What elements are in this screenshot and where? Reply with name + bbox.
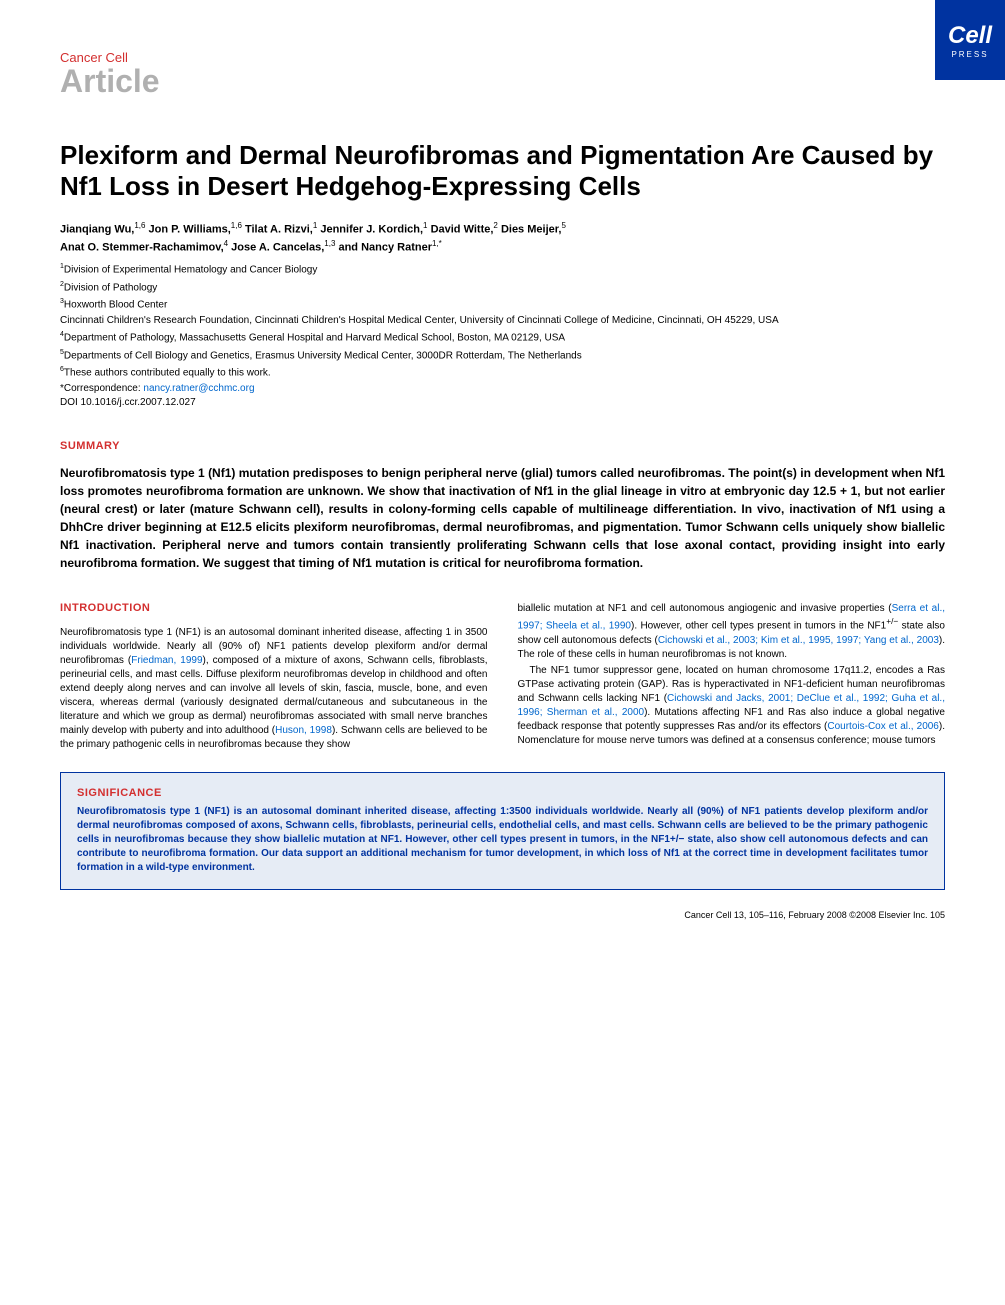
- affiliation-text: Division of Pathology: [64, 282, 157, 293]
- affiliation: 2Division of Pathology: [60, 280, 945, 295]
- article-header: Cancer Cell Article: [60, 50, 945, 100]
- journal-label: Cancer Cell Article: [60, 50, 160, 100]
- author-affil-sup: 2: [493, 221, 497, 230]
- logo-text: Cell: [948, 22, 992, 50]
- summary-text: Neurofibromatosis type 1 (Nf1) mutation …: [60, 464, 945, 572]
- author-affil-sup: 1,3: [324, 239, 335, 248]
- affiliation: 3Hoxworth Blood Center: [60, 297, 945, 312]
- affiliation-text: Division of Experimental Hematology and …: [64, 265, 317, 276]
- correspondence-label: *Correspondence:: [60, 383, 143, 394]
- author: David Witte,: [431, 224, 494, 236]
- author: Jon P. Williams,: [149, 224, 231, 236]
- affiliation: 6These authors contributed equally to th…: [60, 365, 945, 380]
- author: Jianqiang Wu,: [60, 224, 134, 236]
- affiliation: 5Departments of Cell Biology and Genetic…: [60, 348, 945, 363]
- significance-text: Neurofibromatosis type 1 (NF1) is an aut…: [77, 805, 928, 875]
- right-column: biallelic mutation at NF1 and cell auton…: [518, 602, 946, 752]
- citation-link[interactable]: Courtois-Cox et al., 2006: [827, 721, 939, 732]
- publisher-logo: Cell PRESS: [935, 0, 1005, 80]
- superscript: +/−: [886, 616, 898, 626]
- article-title: Plexiform and Dermal Neurofibromas and P…: [60, 140, 945, 202]
- author: Anat O. Stemmer-Rachamimov,: [60, 242, 224, 254]
- author-affil-sup: 1,*: [432, 239, 442, 248]
- correspondence-email[interactable]: nancy.ratner@cchmc.org: [143, 383, 254, 394]
- body-paragraph: biallelic mutation at NF1 and cell auton…: [518, 602, 946, 661]
- summary-heading: SUMMARY: [60, 440, 945, 452]
- affiliation-text: Cincinnati Children's Research Foundatio…: [60, 315, 779, 326]
- affiliation-text: Hoxworth Blood Center: [64, 299, 167, 310]
- body-text-span: ). However, other cell types present in …: [631, 621, 886, 632]
- significance-heading: SIGNIFICANCE: [77, 787, 928, 799]
- affiliation: 4Department of Pathology, Massachusetts …: [60, 330, 945, 345]
- logo-subtext: PRESS: [951, 50, 988, 59]
- affiliation-text: Departments of Cell Biology and Genetics…: [64, 350, 582, 361]
- page-footer: Cancer Cell 13, 105–116, February 2008 ©…: [60, 910, 945, 920]
- correspondence: *Correspondence: nancy.ratner@cchmc.org: [60, 382, 945, 396]
- author: Jose A. Cancelas,: [231, 242, 324, 254]
- author: and Nancy Ratner: [338, 242, 432, 254]
- introduction-heading: INTRODUCTION: [60, 602, 488, 614]
- body-text-span: biallelic mutation at NF1 and cell auton…: [518, 603, 892, 614]
- author-affil-sup: 1,6: [134, 221, 145, 230]
- author-affil-sup: 1,6: [231, 221, 242, 230]
- author: Tilat A. Rizvi,: [245, 224, 313, 236]
- body-columns: INTRODUCTION Neurofibromatosis type 1 (N…: [60, 602, 945, 752]
- affiliation: Cincinnati Children's Research Foundatio…: [60, 314, 945, 328]
- affiliation-text: These authors contributed equally to thi…: [64, 367, 271, 378]
- author-affil-sup: 4: [224, 239, 228, 248]
- citation-link[interactable]: Cichowski et al., 2003; Kim et al., 1995…: [658, 635, 939, 646]
- author-affil-sup: 1: [423, 221, 427, 230]
- authors-list: Jianqiang Wu,1,6 Jon P. Williams,1,6 Til…: [60, 220, 945, 256]
- author-affil-sup: 1: [313, 221, 317, 230]
- author: Jennifer J. Kordich,: [320, 224, 423, 236]
- affiliation: 1Division of Experimental Hematology and…: [60, 262, 945, 277]
- doi: DOI 10.1016/j.ccr.2007.12.027: [60, 396, 945, 410]
- citation-link[interactable]: Huson, 1998: [275, 725, 332, 736]
- body-paragraph: The NF1 tumor suppressor gene, located o…: [518, 664, 946, 748]
- significance-box: SIGNIFICANCE Neurofibromatosis type 1 (N…: [60, 772, 945, 890]
- affiliation-text: Department of Pathology, Massachusetts G…: [64, 333, 565, 344]
- author-affil-sup: 5: [561, 221, 565, 230]
- left-column: INTRODUCTION Neurofibromatosis type 1 (N…: [60, 602, 488, 752]
- citation-link[interactable]: Friedman, 1999: [131, 655, 202, 666]
- article-type: Article: [60, 63, 160, 100]
- body-paragraph: Neurofibromatosis type 1 (NF1) is an aut…: [60, 626, 488, 752]
- author: Dies Meijer,: [501, 224, 562, 236]
